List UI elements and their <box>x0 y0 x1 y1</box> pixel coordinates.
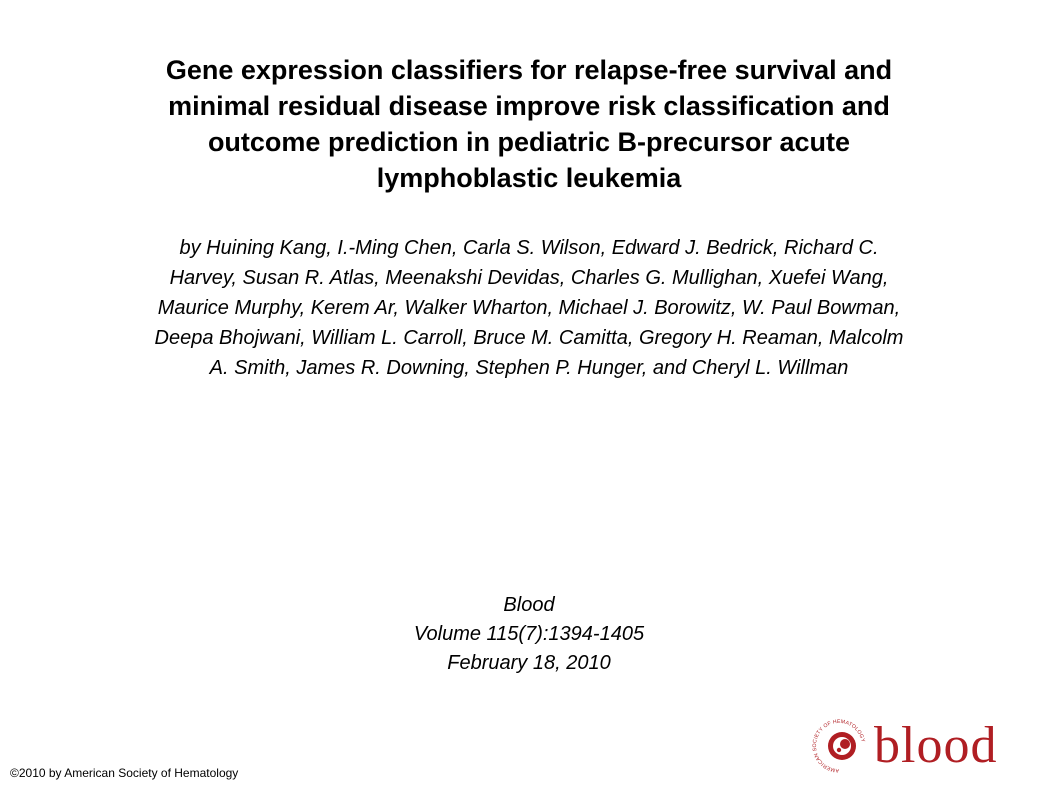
author-line: Harvey, Susan R. Atlas, Meenakshi Devida… <box>169 267 889 289</box>
author-line: A. Smith, James R. Downing, Stephen P. H… <box>209 357 849 379</box>
title-line: lymphoblastic leukemia <box>376 163 682 193</box>
author-line: by Huining Kang, I.-Ming Chen, Carla S. … <box>179 237 879 259</box>
article-title: Gene expression classifiers for relapse-… <box>60 52 998 196</box>
author-list: by Huining Kang, I.-Ming Chen, Carla S. … <box>40 233 1018 383</box>
logo-wordmark: blood <box>874 717 998 774</box>
blood-journal-logo: AMERICAN SOCIETY OF HEMATOLOGY blood <box>808 715 1008 777</box>
copyright-notice: ©2010 by American Society of Hematology <box>10 766 239 780</box>
publication-date: February 18, 2010 <box>447 652 611 674</box>
author-line: Maurice Murphy, Kerem Ar, Walker Wharton… <box>157 297 901 319</box>
title-line: Gene expression classifiers for relapse-… <box>165 55 893 85</box>
title-line: minimal residual disease improve risk cl… <box>168 91 890 121</box>
title-line: outcome prediction in pediatric B-precur… <box>207 127 851 157</box>
author-line: Deepa Bhojwani, William L. Carroll, Bruc… <box>154 327 904 349</box>
journal-name: Blood <box>503 594 555 616</box>
volume-pages: Volume 115(7):1394-1405 <box>413 623 645 645</box>
citation-block: Blood Volume 115(7):1394-1405 February 1… <box>329 591 729 678</box>
blood-journal-seal-icon: AMERICAN SOCIETY OF HEMATOLOGY <box>812 719 866 773</box>
